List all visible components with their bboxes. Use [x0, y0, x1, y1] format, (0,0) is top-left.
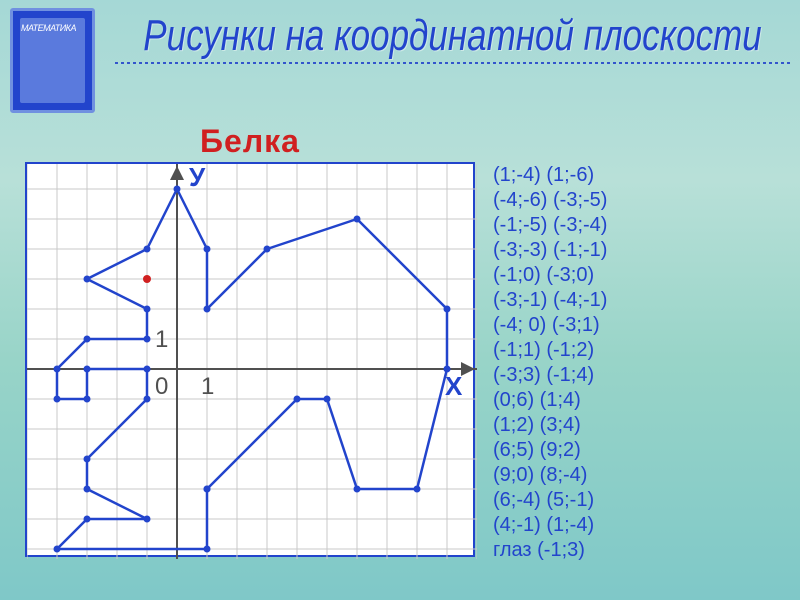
svg-text:0: 0 [155, 373, 168, 400]
coord-line: (4;-1) (1;-4) [493, 513, 790, 538]
svg-text:1: 1 [155, 326, 168, 353]
coord-line: (-1;-5) (-3;-4) [493, 213, 790, 238]
coord-line: (0;6) (1;4) [493, 388, 790, 413]
page-title: Рисунки на координатной плоскости [115, 11, 790, 61]
book-label: МАТЕМАТИКА [21, 23, 76, 33]
coord-line: (9;0) (8;-4) [493, 463, 790, 488]
coord-line: (6;-4) (5;-1) [493, 488, 790, 513]
coord-line: (-3;-3) (-1;-1) [493, 238, 790, 263]
chart-svg: У Х 0 1 1 [27, 164, 477, 559]
coord-line: (-3;3) (-1;4) [493, 363, 790, 388]
coordinates-list: (1;-4) (1;-6)(-4;-6) (-3;-5)(-1;-5) (-3;… [475, 123, 790, 563]
coord-line: (-3;-1) (-4;-1) [493, 288, 790, 313]
svg-text:1: 1 [201, 373, 214, 400]
coord-line: глаз (-1;3) [493, 538, 790, 563]
coord-line: (6;5) (9;2) [493, 438, 790, 463]
svg-text:У: У [189, 164, 206, 192]
divider [115, 62, 790, 64]
coord-line: (-4; 0) (-3;1) [493, 313, 790, 338]
header: МАТЕМАТИКА Рисунки на координатной плоск… [0, 0, 800, 113]
content: Белка У Х 0 1 1 (1;-4) (1;-6)(-4;-6) (-3;-5)… [0, 113, 800, 563]
coord-line: (-1;0) (-3;0) [493, 263, 790, 288]
coord-line: (1;-4) (1;-6) [493, 163, 790, 188]
coord-line: (1;2) (3;4) [493, 413, 790, 438]
coord-line: (-4;-6) (-3;-5) [493, 188, 790, 213]
title-area: Рисунки на координатной плоскости [115, 8, 790, 64]
book-icon: МАТЕМАТИКА [10, 8, 95, 113]
chart-column: Белка У Х 0 1 1 [25, 123, 475, 563]
svg-text:Х: Х [445, 371, 463, 401]
coord-line: (-1;1) (-1;2) [493, 338, 790, 363]
chart-title: Белка [25, 123, 475, 160]
coordinate-chart: У Х 0 1 1 [25, 162, 475, 557]
